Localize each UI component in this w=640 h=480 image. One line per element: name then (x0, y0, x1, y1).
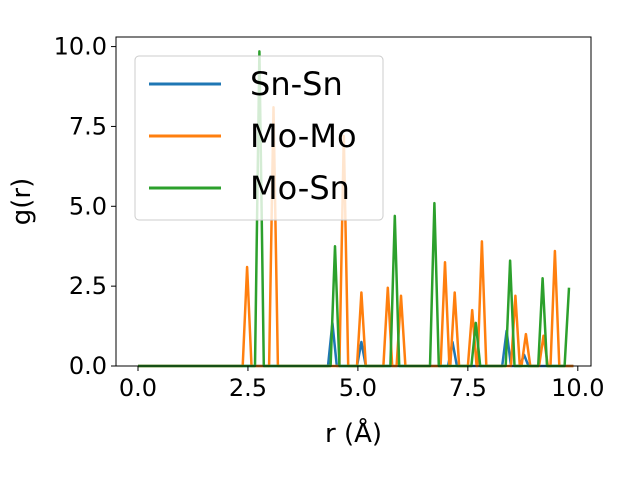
legend-box (134, 55, 384, 221)
x-axis-ticks: 0.0 2.5 5.0 7.5 10.0 (119, 366, 605, 402)
x-tick-label: 10.0 (551, 374, 604, 402)
y-tick-label: 10.0 (54, 33, 107, 61)
x-tick-label: 0.0 (119, 374, 157, 402)
x-axis-label: r (Å) (325, 417, 382, 449)
y-axis-ticks: 0.0 2.5 5.0 7.5 10.0 (54, 33, 116, 380)
legend: Sn-Sn Mo-Mo Mo-Sn (134, 55, 384, 221)
x-tick-label: 5.0 (339, 374, 377, 402)
y-axis-label: g(r) (7, 178, 37, 225)
x-tick-label: 7.5 (449, 374, 487, 402)
legend-label-mo-mo: Mo-Mo (250, 117, 357, 155)
legend-label-mo-sn: Mo-Sn (250, 169, 350, 207)
legend-items: Sn-Sn Mo-Mo Mo-Sn (149, 65, 357, 207)
y-tick-label: 7.5 (69, 112, 107, 140)
y-tick-label: 2.5 (69, 272, 107, 300)
y-tick-label: 5.0 (69, 192, 107, 220)
x-tick-label: 2.5 (229, 374, 267, 402)
plot-frame (115, 36, 592, 367)
legend-label-sn-sn: Sn-Sn (250, 65, 343, 103)
y-tick-label: 0.0 (69, 352, 107, 380)
